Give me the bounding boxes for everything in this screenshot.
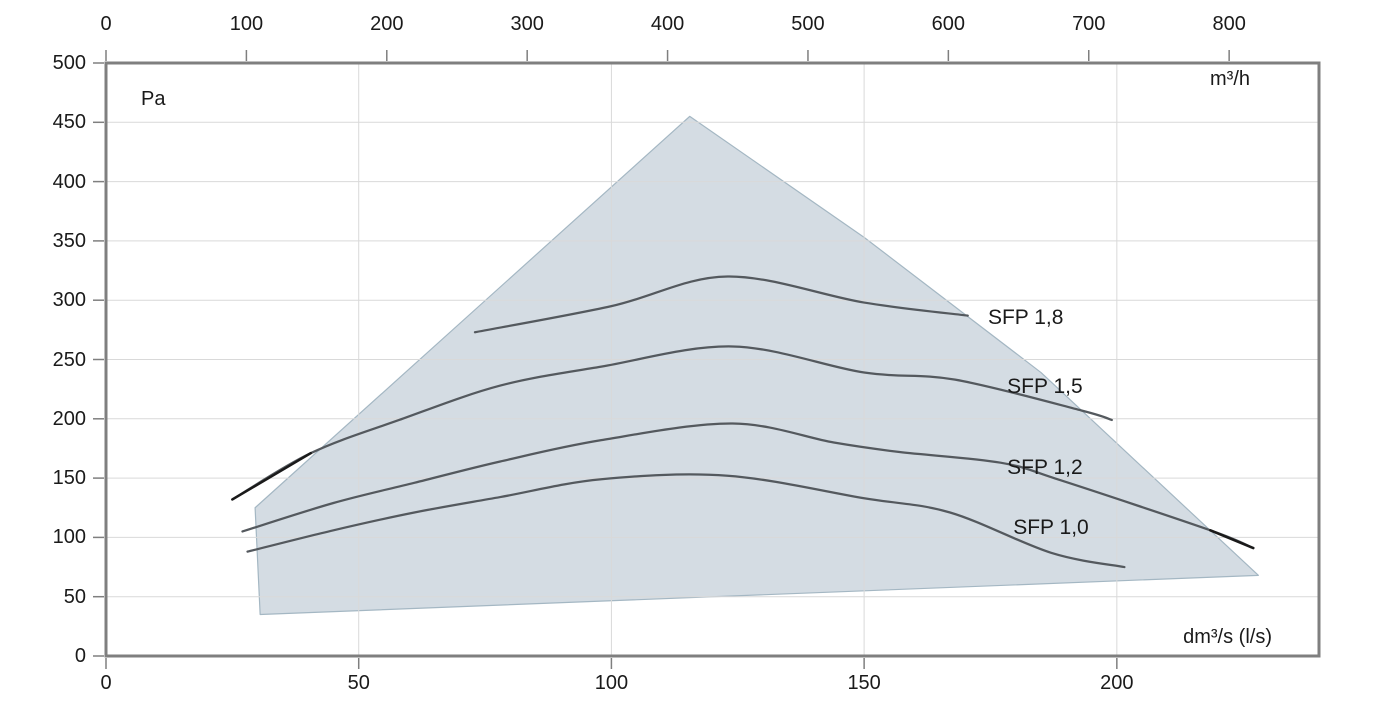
left-axis-tick-label: 500 <box>52 52 86 74</box>
left-axis-tick-label: 100 <box>52 526 86 549</box>
left-axis-tick-label: 200 <box>52 407 86 430</box>
left-axis-tick-label: 250 <box>52 348 86 371</box>
top-axis-tick-label: 600 <box>931 13 966 35</box>
bottom-axis-tick-label: 150 <box>847 672 881 694</box>
envelope-area <box>254 115 1259 616</box>
top-axis-tick-label: 800 <box>1212 13 1246 35</box>
left-axis-tick-label: 150 <box>52 467 86 490</box>
left-axis-tick-label: 450 <box>52 111 86 134</box>
curve-sfp-1-0 <box>246 473 1126 569</box>
top-axis-tick-label: 500 <box>791 13 825 35</box>
curve-tail-sfp-1-5 <box>231 451 312 501</box>
left-axis-tick-label: 300 <box>52 289 86 312</box>
series-label-sfp-1-8: SFP 1,8 <box>987 305 1064 329</box>
top-axis-tick-label: 200 <box>370 13 404 35</box>
bottom-axis-unit-label: dm³/s (l/s) <box>1183 626 1272 648</box>
left-axis-tick-label: 0 <box>74 645 86 667</box>
series-label-sfp-1-5: SFP 1,5 <box>1007 374 1083 398</box>
left-axis-tick-label: 400 <box>52 170 86 193</box>
curve-tail-sfp-1-2 <box>1209 529 1255 550</box>
left-axis-tick-label: 50 <box>63 585 86 608</box>
bottom-axis-tick-label: 50 <box>347 672 370 694</box>
top-axis-tick-label: 100 <box>229 13 264 35</box>
y-axis-unit-label: Pa <box>141 88 166 110</box>
top-axis-tick-label: 300 <box>510 13 544 35</box>
curve-sfp-1-8 <box>473 275 969 334</box>
bottom-axis-tick-label: 0 <box>100 672 112 694</box>
top-axis-tick-label: 400 <box>650 13 685 35</box>
bottom-axis-tick-label: 200 <box>1100 672 1134 694</box>
top-axis-tick-label: 0 <box>100 13 112 35</box>
series-label-sfp-1-2: SFP 1,2 <box>1007 456 1083 480</box>
plot-border <box>104 61 1321 658</box>
curve-sfp-1-2 <box>241 422 1255 550</box>
bottom-axis-tick-label: 100 <box>594 672 629 694</box>
series-label-sfp-1-0: SFP 1,0 <box>1013 515 1089 539</box>
top-axis-unit-label: m³/h <box>1210 68 1250 90</box>
top-axis-tick-label: 700 <box>1072 13 1106 35</box>
left-axis-tick-label: 350 <box>52 229 86 252</box>
curve-sfp-1-5 <box>231 345 1113 501</box>
